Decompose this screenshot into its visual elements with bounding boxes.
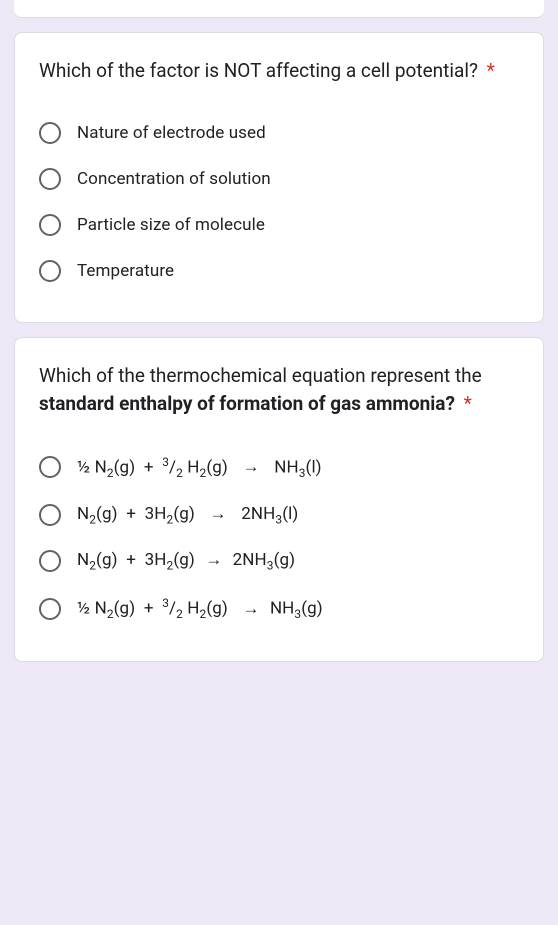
radio-icon: [39, 550, 61, 572]
option-label: ½ N2(g) + 3/2 H2(g) → NH3(l): [77, 455, 322, 480]
option-label: Particle size of molecule: [77, 215, 265, 235]
option-label: Temperature: [77, 261, 174, 281]
option-label: N2(g) + 3H2(g) → 2NH3(l): [77, 504, 298, 526]
radio-option[interactable]: ½ N2(g) + 3/2 H2(g) → NH3(g): [39, 584, 519, 633]
radio-icon: [39, 504, 61, 526]
required-asterisk: *: [487, 59, 495, 82]
previous-card-stub: [14, 0, 544, 18]
radio-icon: [39, 260, 61, 282]
option-label: N2(g) + 3H2(g) → 2NH3(g): [77, 550, 295, 572]
radio-option[interactable]: ½ N2(g) + 3/2 H2(g) → NH3(l): [39, 443, 519, 492]
radio-icon: [39, 598, 61, 620]
radio-icon: [39, 214, 61, 236]
radio-option[interactable]: Particle size of molecule: [39, 202, 519, 248]
radio-option[interactable]: Concentration of solution: [39, 156, 519, 202]
option-label: Concentration of solution: [77, 169, 271, 189]
radio-icon: [39, 122, 61, 144]
radio-option[interactable]: N2(g) + 3H2(g) → 2NH3(g): [39, 538, 519, 584]
required-asterisk: *: [464, 392, 472, 415]
question-card-2: Which of the thermochemical equation rep…: [14, 337, 544, 663]
question-card-1: Which of the factor is NOT affecting a c…: [14, 32, 544, 323]
radio-option[interactable]: Nature of electrode used: [39, 110, 519, 156]
radio-icon: [39, 456, 61, 478]
radio-option[interactable]: N2(g) + 3H2(g) → 2NH3(l): [39, 492, 519, 538]
question-prompt: Which of the thermochemical equation rep…: [39, 362, 519, 419]
question-text: Which of the thermochemical equation rep…: [39, 364, 482, 416]
radio-icon: [39, 168, 61, 190]
question-text: Which of the factor is NOT affecting a c…: [39, 59, 478, 82]
option-label: Nature of electrode used: [77, 123, 266, 143]
radio-option[interactable]: Temperature: [39, 248, 519, 294]
question-prompt: Which of the factor is NOT affecting a c…: [39, 57, 519, 86]
option-label: ½ N2(g) + 3/2 H2(g) → NH3(g): [77, 596, 323, 621]
